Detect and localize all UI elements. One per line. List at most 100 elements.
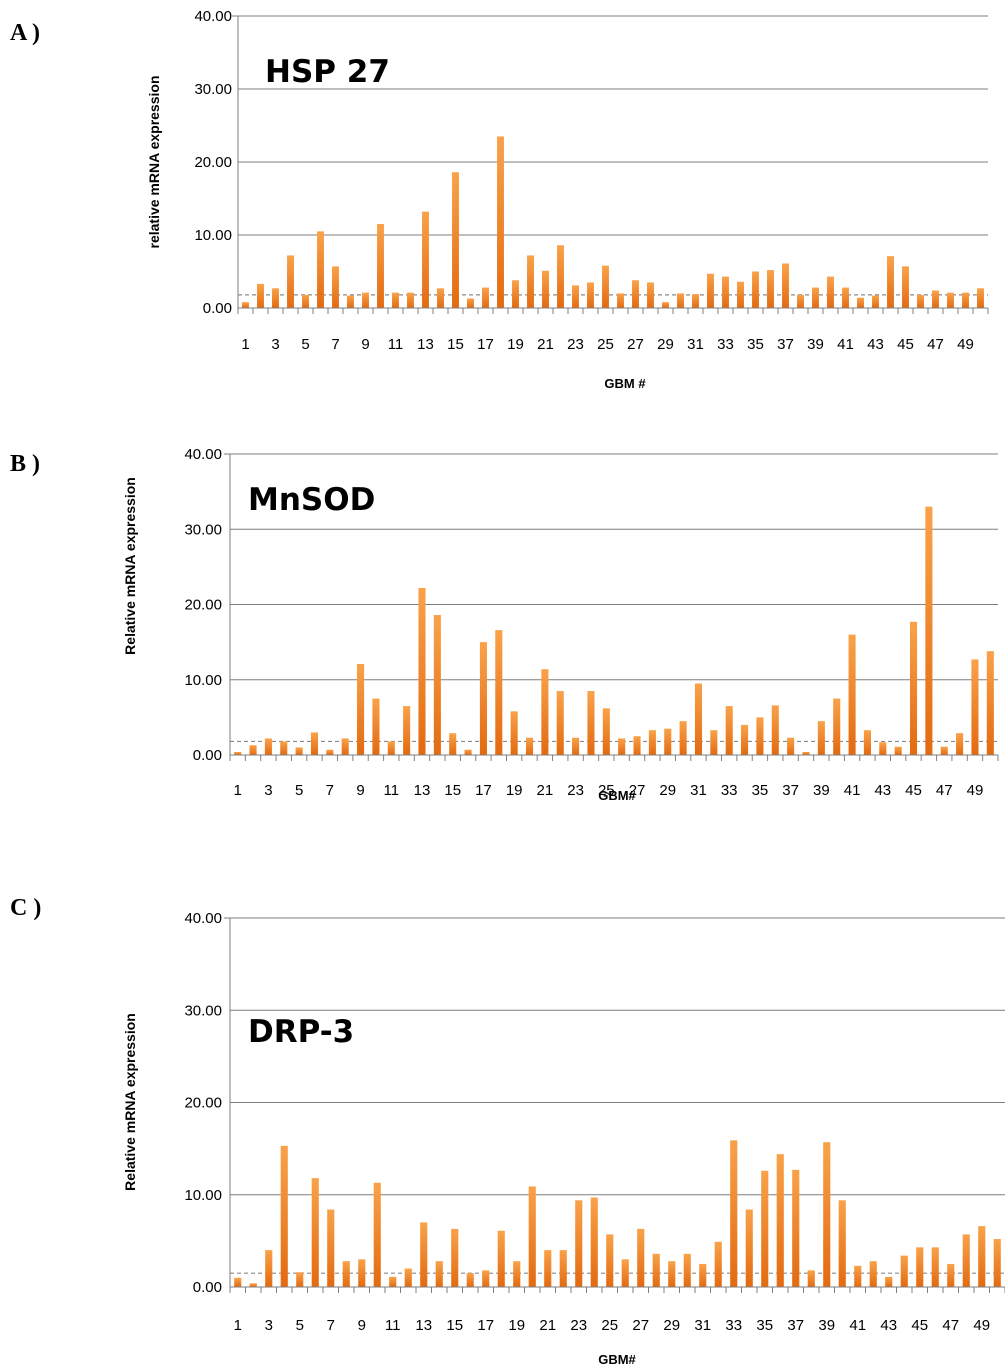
y-tick-label: 40.00 [184, 910, 222, 927]
bar [377, 224, 384, 308]
bar [587, 282, 594, 308]
bar [280, 741, 288, 755]
x-tick-label: 11 [388, 336, 404, 353]
bar [479, 642, 487, 755]
x-tick-label: 27 [627, 336, 644, 353]
y-tick-label: 30.00 [194, 81, 232, 98]
x-tick-label: 17 [475, 782, 492, 799]
bar [940, 746, 948, 755]
bar [776, 1154, 784, 1287]
bar [449, 733, 457, 755]
bar [527, 255, 534, 308]
bar [362, 292, 369, 308]
bar [575, 1200, 583, 1287]
bar [265, 1250, 273, 1287]
bar [710, 730, 718, 755]
bar [542, 270, 549, 308]
bar [528, 1186, 536, 1287]
bar [433, 615, 441, 755]
bar [387, 741, 395, 755]
x-tick-label: 35 [756, 1317, 773, 1334]
x-tick-label: 47 [927, 336, 944, 353]
x-tick-label: 17 [477, 1317, 494, 1334]
bar [925, 506, 933, 755]
bar [389, 1276, 397, 1287]
bar [902, 266, 909, 308]
x-tick-label: 37 [777, 336, 794, 353]
bar [310, 732, 319, 755]
x-tick-label: 49 [967, 782, 984, 799]
x-tick-label: 43 [880, 1317, 897, 1334]
x-tick-label: 33 [721, 782, 738, 799]
bar [833, 698, 841, 755]
bar [737, 281, 744, 308]
bar [510, 711, 518, 755]
bar [556, 691, 564, 755]
x-tick-label: 25 [598, 782, 615, 799]
bar [648, 730, 656, 755]
bar [544, 1250, 552, 1287]
bar [403, 706, 411, 755]
bar [900, 1255, 908, 1287]
x-tick-label: 5 [295, 782, 303, 799]
x-tick-label: 49 [957, 336, 974, 353]
bar [513, 1261, 521, 1287]
bar [857, 297, 864, 308]
x-tick-label: 5 [296, 1317, 304, 1334]
x-tick-label: 37 [787, 1317, 804, 1334]
x-tick-label: 35 [752, 782, 769, 799]
bar [618, 738, 626, 755]
bar [854, 1265, 862, 1287]
bar [557, 245, 564, 308]
bar [662, 302, 669, 308]
x-tick-label: 1 [234, 1317, 242, 1334]
y-tick-label: 0.00 [203, 300, 232, 317]
bar [714, 1241, 722, 1287]
x-tick-label: 3 [265, 1317, 273, 1334]
bar [572, 737, 580, 755]
bar [741, 724, 749, 755]
x-tick-label: 41 [849, 1317, 866, 1334]
bar [823, 1142, 831, 1287]
panel-label: B ) [10, 451, 40, 477]
bar [497, 136, 504, 308]
bar [495, 630, 503, 755]
x-tick-label: 37 [782, 782, 799, 799]
bar [482, 1270, 490, 1287]
bar [962, 1234, 970, 1287]
bar [771, 705, 779, 755]
bar [962, 292, 969, 308]
bar [725, 706, 733, 755]
bar [838, 1200, 846, 1287]
bar [332, 266, 339, 308]
x-tick-label: 7 [327, 1317, 335, 1334]
bar [249, 745, 257, 755]
bar [559, 1250, 567, 1287]
bar [869, 1261, 877, 1287]
bar [931, 1247, 939, 1287]
x-tick-label: 41 [844, 782, 861, 799]
bar [812, 287, 819, 308]
bar [437, 288, 444, 308]
x-tick-label: 31 [687, 336, 704, 353]
x-tick-label: 15 [446, 1317, 463, 1334]
bar [435, 1261, 443, 1287]
y-axis-title: Relative mRNA expression [122, 477, 138, 655]
x-tick-label: 7 [326, 782, 334, 799]
bar [404, 1268, 412, 1287]
bar [296, 1272, 304, 1287]
bar [872, 295, 879, 308]
bar [683, 1253, 691, 1287]
bar [827, 276, 834, 308]
x-tick-label: 27 [629, 782, 646, 799]
x-tick-label: 47 [936, 782, 953, 799]
bar [264, 738, 272, 755]
bar [647, 282, 654, 308]
x-tick-label: 39 [818, 1317, 835, 1334]
bar [917, 294, 924, 308]
bar [699, 1263, 707, 1287]
bar [257, 283, 264, 308]
